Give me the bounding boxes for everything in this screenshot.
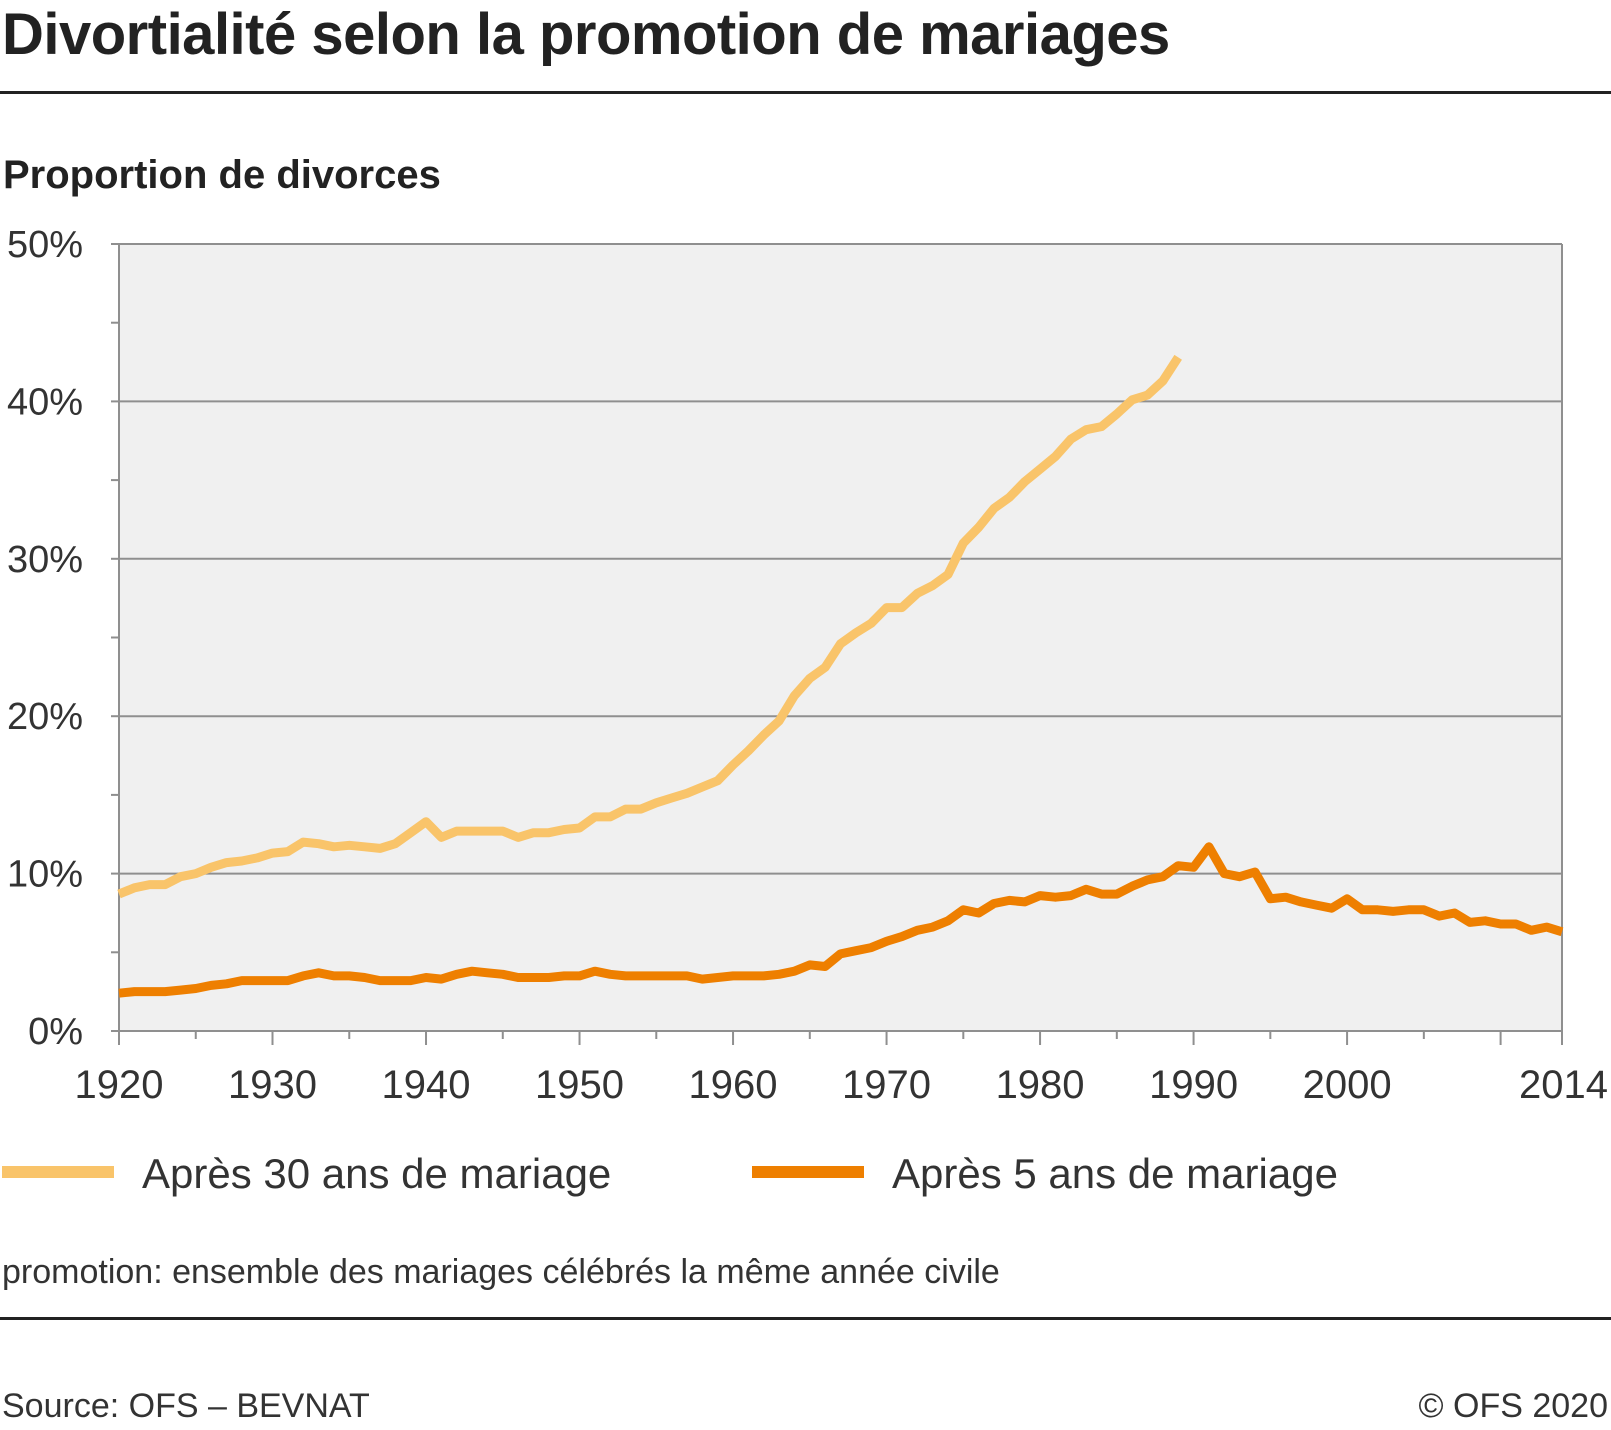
x-tick-label: 1990	[1149, 1063, 1238, 1107]
line-chart: 0%10%20%30%40%50% 1920 1930 1940 1950 1960 19…	[2, 224, 1608, 1197]
y-tick-label: 0%	[28, 1011, 83, 1053]
y-tick-label: 10%	[7, 854, 83, 896]
x-tick-label: 2014	[1519, 1063, 1608, 1107]
y-axis-label: Proportion de divorces	[3, 153, 441, 197]
y-tick-label: 30%	[7, 539, 83, 581]
copyright-text: © OFS 2020	[1418, 1387, 1608, 1425]
x-tick-label: 2000	[1303, 1063, 1392, 1107]
x-tick-label: 1930	[228, 1063, 317, 1107]
y-tick-label: 40%	[7, 381, 83, 423]
legend-label-1: Après 30 ans de mariage	[142, 1150, 611, 1197]
y-tick-label: 50%	[7, 224, 83, 266]
axes	[111, 243, 1563, 1045]
y-tick-labels: 0% 10% 20% 30% 40% 50%	[7, 224, 83, 1053]
source-text: Source: OFS – BEVNAT	[2, 1387, 370, 1425]
legend: Après 30 ans de mariage Après 5 ans de ma…	[2, 1150, 1338, 1197]
y-tick-label: 20%	[7, 696, 83, 738]
x-tick-label: 1920	[75, 1063, 164, 1107]
x-tick-label: 1950	[535, 1063, 624, 1107]
legend-label-2: Après 5 ans de mariage	[892, 1150, 1338, 1197]
x-tick-label: 1980	[996, 1063, 1085, 1107]
footer-divider	[0, 1317, 1611, 1320]
grid-lines	[119, 243, 1562, 875]
series-line-1	[117, 354, 1182, 899]
x-tick-label: 1970	[842, 1063, 931, 1107]
footnote: promotion: ensemble des mariages célébré…	[2, 1253, 1000, 1291]
x-tick-label: 1940	[382, 1063, 471, 1107]
x-tick-labels: 1920 1930 1940 1950 1960 1970 1980 1990 2000 2014	[75, 1063, 1608, 1107]
chart-title: Divortialité selon la promotion de maria…	[2, 2, 1170, 67]
x-tick-label: 1960	[689, 1063, 778, 1107]
series-lines	[117, 354, 1564, 998]
title-divider	[0, 91, 1611, 94]
series-line-2	[118, 842, 1564, 998]
plot-area	[119, 244, 1562, 1031]
